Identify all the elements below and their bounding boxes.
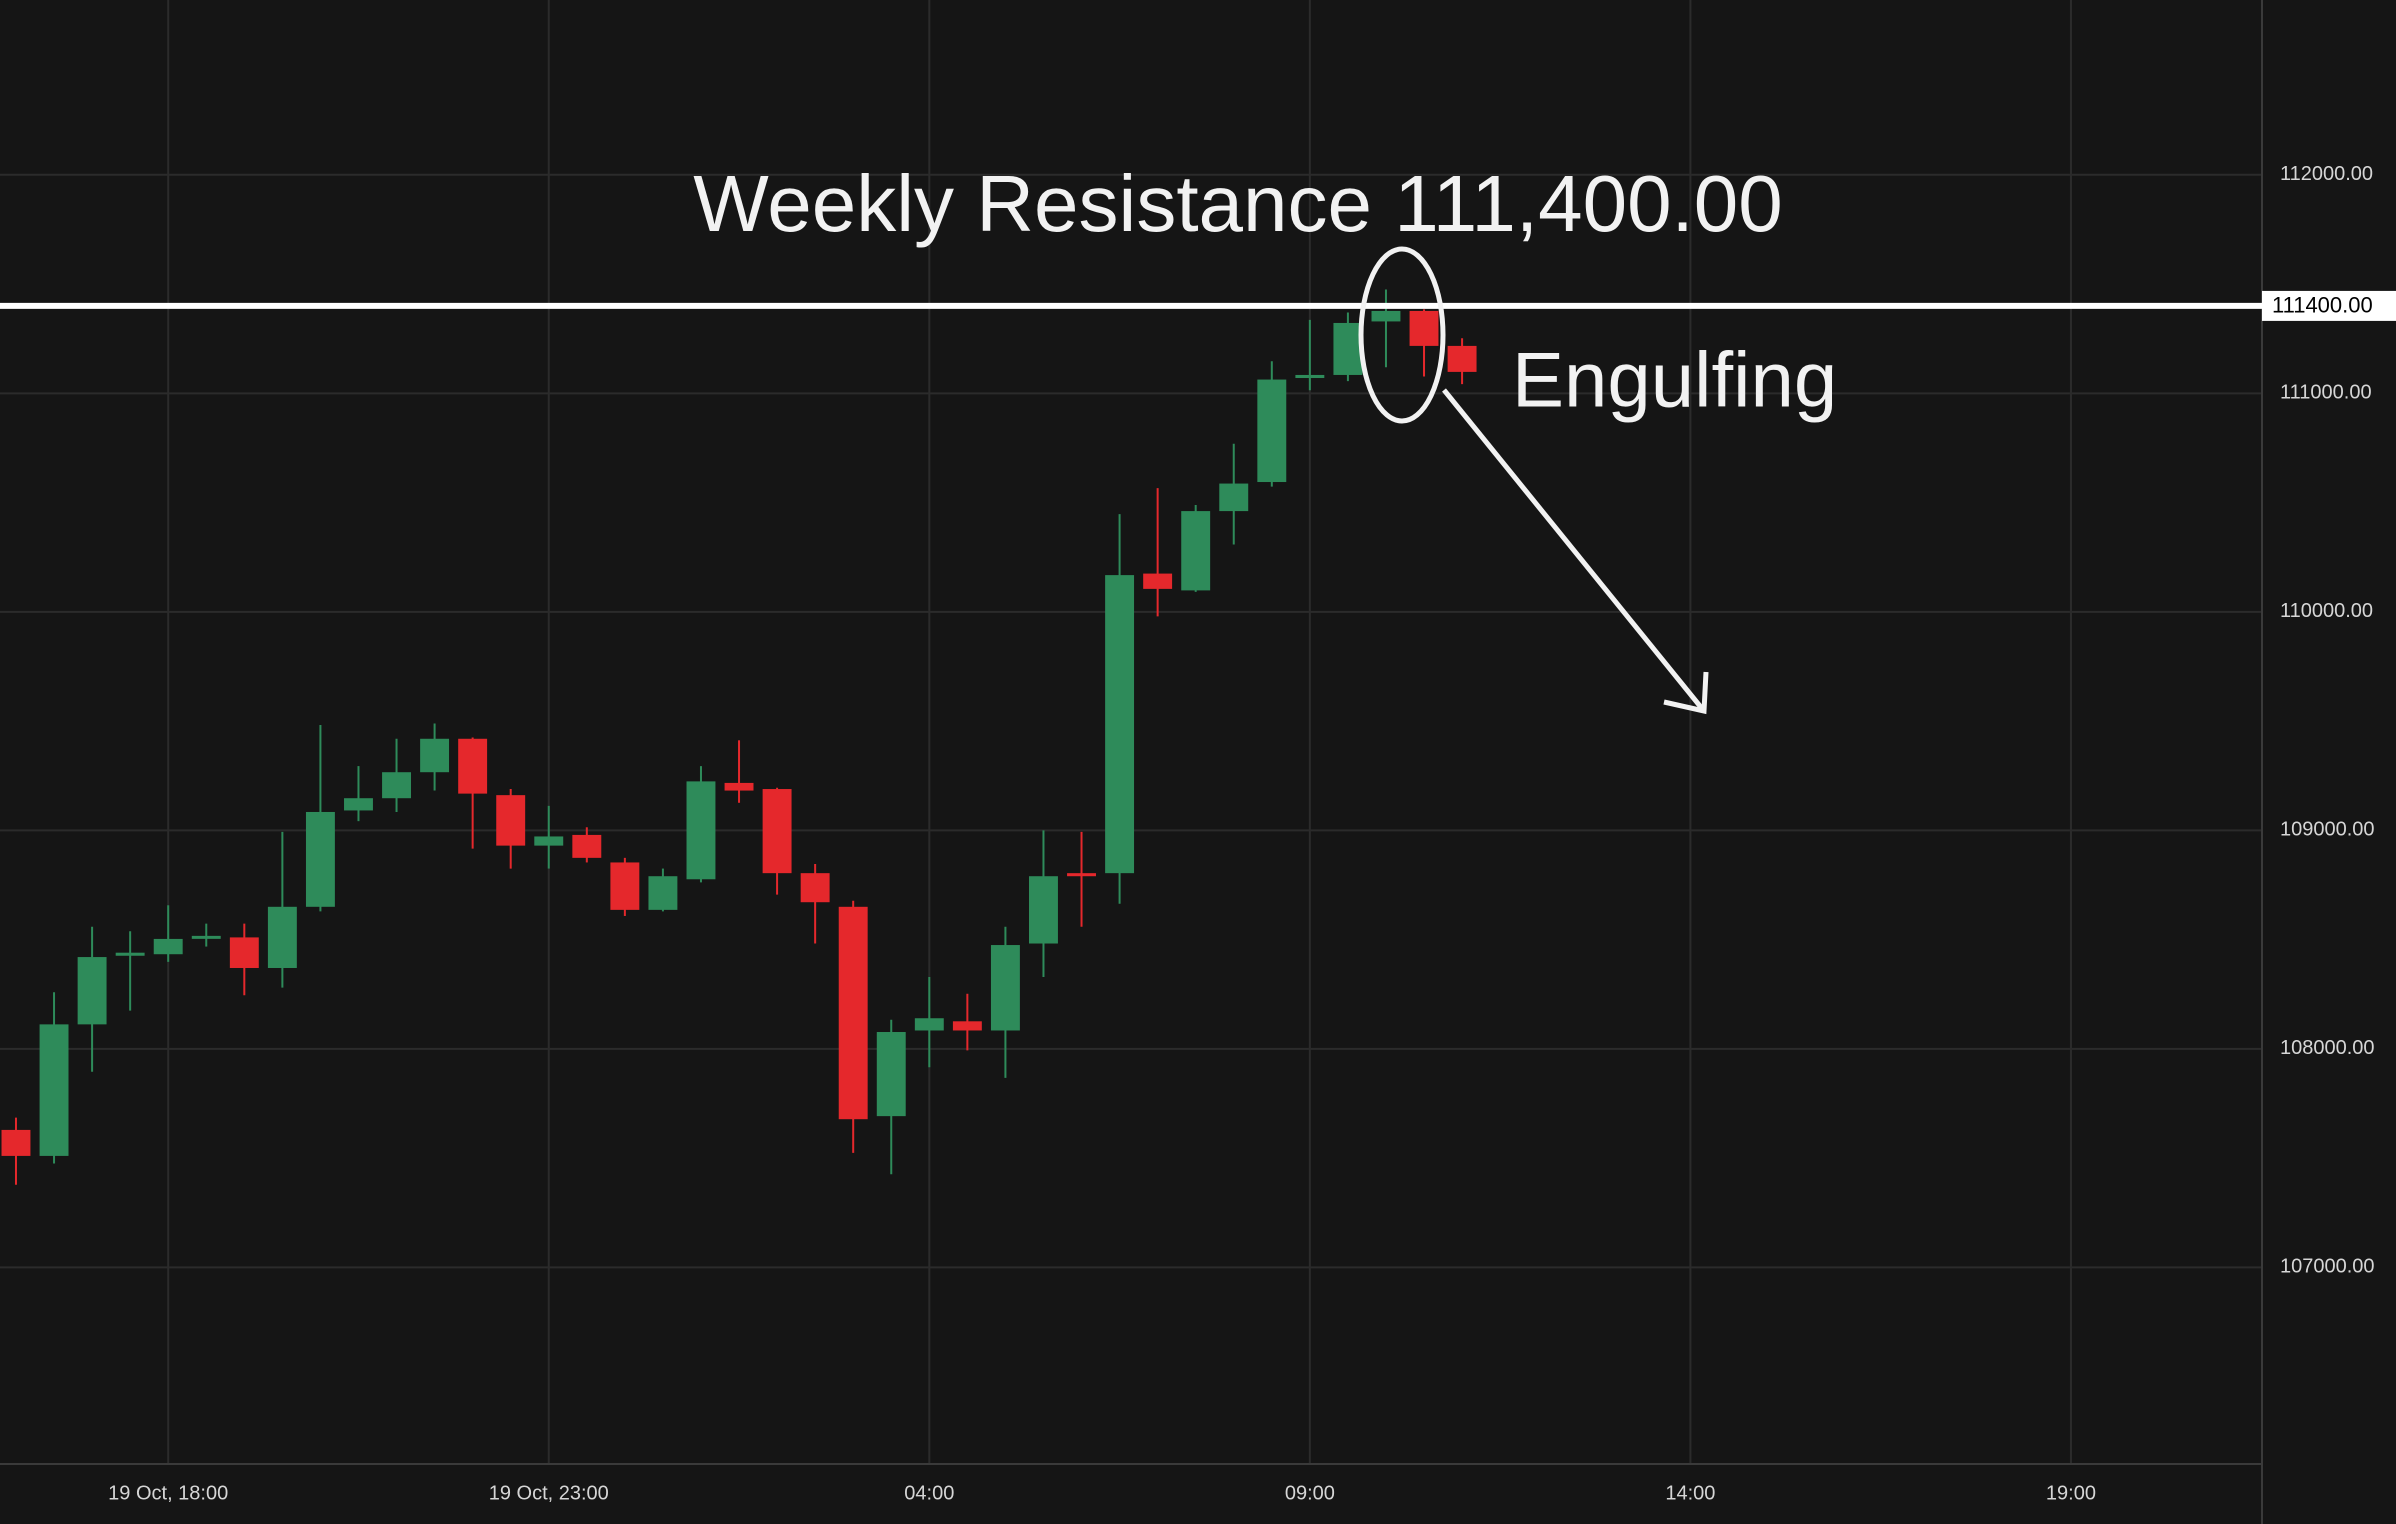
candle-body [1143,573,1173,589]
x-tick-label: 19 Oct, 18:00 [108,1482,228,1504]
candle-body [1371,310,1401,322]
candle-body [1105,575,1135,874]
highlight-ellipse [1358,246,1446,424]
candle-body [382,772,411,799]
candle-body [800,873,830,903]
arrow-shaft [1442,388,1706,713]
candle-body [686,781,716,880]
candle-body [990,945,1020,1031]
candle-body [153,938,183,955]
x-tick-label: 19:00 [2046,1482,2096,1504]
candle-body [458,738,488,794]
y-tick-label: 112000.00 [2280,163,2373,185]
candle-body [1067,873,1096,877]
x-tick-label: 04:00 [904,1482,954,1504]
candle-body [838,906,868,1120]
y-tick-label: 109000.00 [2280,819,2375,841]
y-tick-label: 107000.00 [2280,1256,2375,1278]
candle-body [77,957,107,1025]
annotation-engulfing: Engulfing [1512,336,1837,424]
candle-body [305,811,335,907]
x-tick-label: 09:00 [1285,1482,1335,1504]
candle-body [115,952,145,956]
resistance-price-label: 111400.00 [2272,293,2373,318]
candle-body [534,836,564,846]
x-tick-label: 14:00 [1665,1482,1715,1504]
y-tick-label: 110000.00 [2280,600,2373,622]
candle-body [191,935,221,939]
candle-body [914,1018,944,1031]
candles [1,289,1477,1185]
candle-body [267,906,297,968]
candle-body [1333,322,1363,375]
candle-body [1295,374,1325,379]
candle-body [572,834,602,858]
candle-body [648,876,678,910]
candle-body [724,782,754,791]
x-tick-label: 19 Oct, 23:00 [489,1482,609,1504]
candle-body [1257,379,1287,483]
annotation-title: Weekly Resistance 111,400.00 [693,159,1783,248]
candle-body [39,1024,69,1156]
candle-body [876,1032,906,1117]
candle-body [344,798,373,811]
candle-body [1181,511,1211,591]
candle-body [1219,483,1249,512]
candle-body [762,789,792,874]
candle-body [496,795,526,846]
candle-body [1409,310,1439,346]
candle-body [420,738,450,773]
y-tick-label: 111000.00 [2280,382,2372,404]
candle-body [610,862,640,910]
candle-body [229,937,259,968]
candle-body [1,1129,31,1156]
candle-body [1447,345,1477,372]
resistance-price-box [2262,290,2396,321]
candle-body [952,1021,982,1031]
arrow-head [1663,671,1709,715]
candle-body [1029,876,1058,944]
y-tick-label: 108000.00 [2280,1037,2375,1059]
